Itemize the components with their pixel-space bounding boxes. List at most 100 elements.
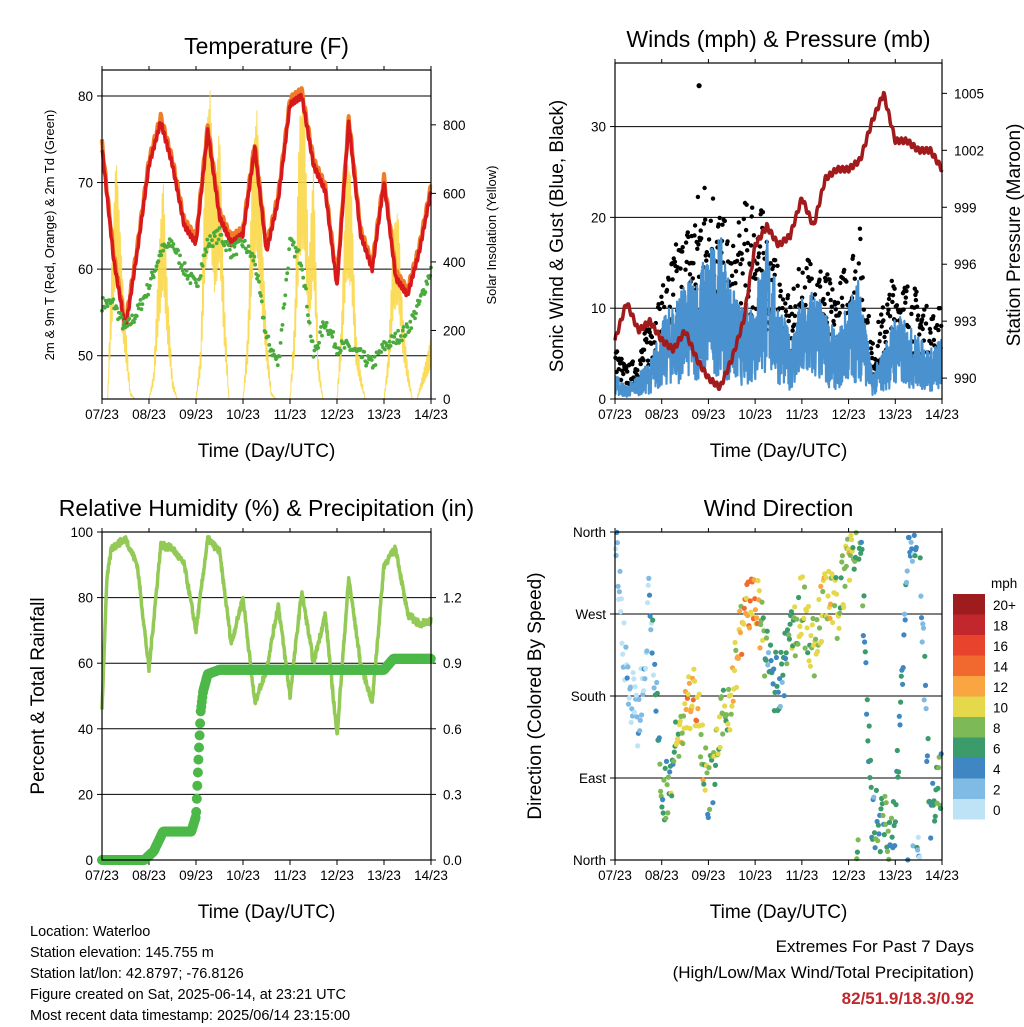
direction-point: [915, 847, 921, 853]
gust-outlier-point: [696, 83, 702, 89]
y2-axis-label: Station Pressure (Maroon): [1004, 124, 1024, 347]
gust-point: [931, 314, 936, 319]
gust-point: [656, 302, 661, 307]
dewpoint-point: [111, 297, 116, 302]
direction-point: [845, 546, 851, 552]
dewpoint-point: [324, 320, 329, 325]
direction-point: [637, 717, 643, 723]
direction-point: [684, 695, 691, 701]
y-axis-label: Sonic Wind & Gust (Blue, Black): [547, 100, 568, 372]
dewpoint-point: [364, 363, 368, 368]
dewpoint-point: [119, 315, 124, 320]
gust-point: [683, 240, 689, 245]
x-tick-label: 07/23: [85, 868, 119, 883]
direction-point: [818, 638, 825, 645]
y-tick-label: 20: [591, 210, 606, 225]
gust-point: [879, 312, 884, 317]
direction-point: [690, 697, 696, 703]
direction-point: [864, 711, 870, 717]
gust-point: [644, 340, 650, 345]
gust-point: [882, 334, 887, 340]
direction-point: [671, 749, 677, 755]
direction-point: [830, 619, 836, 626]
gust-point: [756, 254, 761, 260]
dewpoint-point: [395, 338, 400, 342]
gust-point: [913, 297, 919, 303]
x-tick-label: 08/23: [132, 407, 166, 422]
legend-label: 6: [993, 742, 1001, 757]
direction-point: [894, 747, 900, 754]
direction-point: [733, 647, 739, 654]
x-tick-label: 12/23: [832, 407, 866, 422]
dewpoint-point: [105, 304, 110, 308]
gust-point: [731, 243, 736, 249]
dewpoint-point: [149, 276, 153, 281]
gust-point: [903, 295, 908, 300]
gust-point: [860, 275, 865, 280]
dewpoint-point: [417, 299, 422, 304]
direction-point: [801, 615, 807, 622]
direction-point: [644, 600, 651, 606]
gust-point: [710, 196, 716, 201]
direction-point: [880, 812, 886, 819]
dewpoint-point: [148, 283, 152, 288]
direction-point: [828, 601, 834, 607]
direction-point: [795, 641, 801, 647]
direction-point: [771, 666, 777, 672]
direction-point: [715, 751, 721, 757]
humidity-series: [97, 535, 436, 865]
dewpoint-point: [307, 320, 312, 325]
direction-point: [839, 559, 845, 565]
direction-point: [698, 731, 704, 738]
dewpoint-point: [365, 360, 369, 365]
direction-point: [704, 770, 710, 776]
gust-point: [698, 228, 703, 233]
gust-point: [922, 307, 927, 312]
direction-point: [868, 784, 874, 790]
direction-point: [866, 723, 872, 729]
gust-point: [783, 301, 788, 306]
gust-point: [680, 245, 685, 250]
dewpoint-point: [140, 302, 145, 306]
y-tick-label: 30: [591, 120, 606, 135]
dewpoint-point: [287, 247, 291, 252]
direction-point: [649, 650, 655, 656]
gust-point: [733, 281, 738, 286]
gust-point: [729, 261, 734, 266]
gust-point: [904, 288, 909, 294]
gust-point: [671, 292, 676, 297]
legend-swatch: [953, 655, 985, 676]
dewpoint-point: [293, 245, 298, 250]
direction-point: [897, 722, 903, 728]
direction-point: [938, 751, 944, 757]
direction-point: [660, 810, 666, 816]
direction-point: [614, 540, 621, 546]
dewpoint-point: [214, 241, 219, 246]
gust-point: [916, 313, 921, 318]
gust-point: [812, 292, 818, 297]
gust-point: [752, 271, 758, 277]
gust-point: [923, 321, 929, 326]
direction-point: [804, 625, 810, 631]
gust-point: [660, 283, 666, 288]
gust-point: [756, 251, 762, 256]
direction-point: [686, 674, 692, 680]
y-tick-label: South: [571, 689, 606, 704]
gust-point: [840, 303, 845, 308]
dewpoint-point: [300, 267, 305, 272]
gust-point: [683, 267, 688, 272]
direction-point: [893, 802, 899, 808]
gust-point: [672, 259, 678, 264]
dewpoint-point: [338, 348, 343, 353]
gust-point: [901, 307, 906, 312]
gust-point: [757, 244, 763, 249]
direction-point: [900, 681, 906, 687]
direction-point: [854, 849, 861, 855]
dewpoint-point: [151, 275, 156, 280]
dewpoint-point: [261, 315, 266, 320]
direction-point: [634, 714, 640, 720]
direction-point: [827, 615, 833, 621]
gust-point: [850, 253, 856, 259]
gust-point: [647, 330, 652, 335]
